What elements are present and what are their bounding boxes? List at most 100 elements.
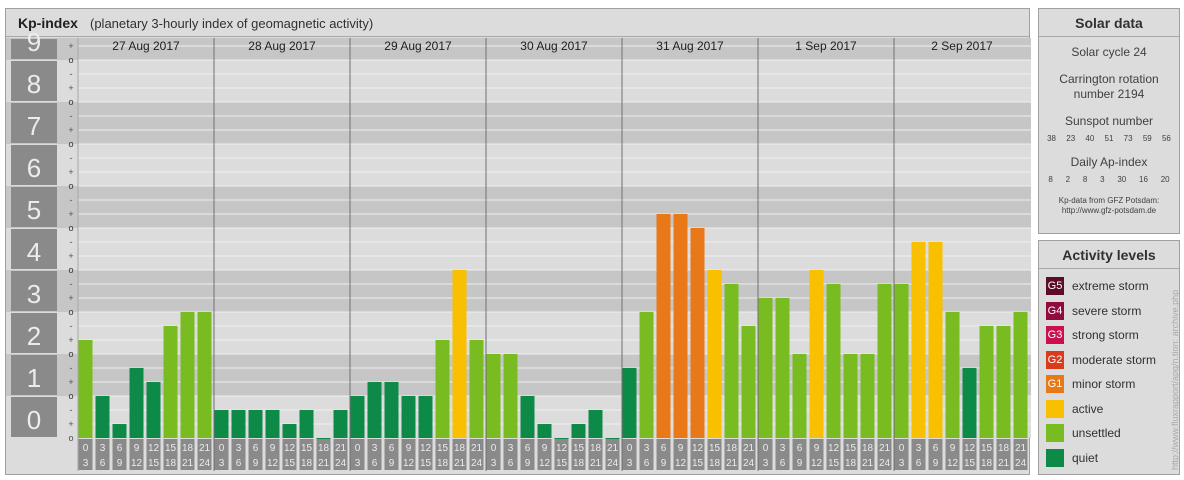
y-minor-tick-label: - [70, 69, 73, 79]
kp-bar [146, 382, 161, 438]
x-axis-box [452, 439, 467, 470]
legend-swatch: G4 [1046, 301, 1064, 320]
carrington-line-2: number 2194 [1073, 87, 1145, 101]
x-tick-label: 6 [916, 458, 922, 469]
y-tick-label: 8 [27, 69, 41, 99]
x-axis-box [724, 439, 739, 470]
x-axis-box [588, 439, 603, 470]
x-axis-box [911, 439, 926, 470]
kp-bar [996, 325, 1011, 438]
x-tick-label: 3 [100, 443, 106, 454]
x-tick-label: 3 [219, 458, 225, 469]
x-axis-box [741, 439, 756, 470]
x-tick-label: 15 [437, 443, 449, 454]
legend-swatch: G2 [1046, 350, 1064, 369]
kp-bar [520, 396, 535, 438]
data-credit-link[interactable]: http://www.gfz-potsdam.de [1061, 206, 1157, 215]
y-tick-label: 3 [27, 279, 41, 309]
kp-bar [418, 396, 433, 438]
y-minor-tick-label: - [70, 153, 73, 163]
x-tick-label: 18 [862, 443, 874, 454]
legend-label: active [1072, 401, 1104, 416]
y-minor-tick-label: o [68, 139, 73, 149]
y-tick-label: 0 [27, 405, 41, 435]
kp-bar [214, 409, 229, 438]
y-minor-tick-label: o [68, 349, 73, 359]
x-axis-box [979, 439, 994, 470]
x-tick-label: 3 [372, 443, 378, 454]
x-axis-box [384, 439, 399, 470]
x-axis-box [554, 439, 569, 470]
y-minor-tick-label: o [68, 391, 73, 401]
y-axis-box [11, 229, 57, 269]
x-tick-label: 6 [644, 458, 650, 469]
x-tick-label: 18 [573, 458, 585, 469]
x-tick-label: 3 [83, 458, 89, 469]
day-label: 30 Aug 2017 [520, 39, 588, 53]
x-tick-label: 24 [335, 458, 347, 469]
y-minor-tick-label: - [70, 321, 73, 331]
x-axis-box [435, 439, 450, 470]
x-axis-box [180, 439, 195, 470]
legend-item: unsettled [1046, 423, 1121, 443]
x-tick-label: 24 [199, 458, 211, 469]
y-axis-box [11, 61, 57, 101]
kp-bar [367, 382, 382, 438]
solar-data-panel: Solar data Solar cycle 24 Carrington rot… [1038, 8, 1180, 234]
kp-bar [282, 424, 297, 438]
x-tick-label: 21 [335, 443, 347, 454]
kp-bar [945, 312, 960, 438]
x-tick-label: 9 [814, 443, 820, 454]
kp-bar [894, 283, 909, 438]
y-minor-tick-label: o [68, 139, 73, 149]
kp-bar [775, 298, 790, 438]
x-tick-label: 12 [675, 458, 687, 469]
x-tick-label: 24 [1015, 458, 1027, 469]
kp-bar [163, 325, 178, 438]
sunspot-value: 40 [1085, 134, 1095, 143]
x-tick-label: 21 [471, 443, 483, 454]
chart-title-bar: Kp-index (planetary 3-hourly index of ge… [6, 9, 1029, 37]
x-axis-box [928, 439, 943, 470]
x-tick-label: 21 [607, 443, 619, 454]
kp-bar [809, 270, 824, 438]
solar-cycle: Solar cycle 24 [1071, 45, 1147, 59]
y-minor-tick-label: - [70, 279, 73, 289]
x-axis-box [486, 439, 501, 470]
solar-data-title: Solar data [1039, 9, 1179, 37]
kp-bar [384, 382, 399, 438]
x-tick-label: 12 [403, 458, 415, 469]
kp-bar [248, 409, 263, 438]
y-minor-tick-label: o [68, 433, 73, 443]
x-axis-box [418, 439, 433, 470]
y-minor-tick-label: - [70, 195, 73, 205]
legend-item: G3 strong storm [1046, 325, 1139, 345]
activity-levels-panel: Activity levels G5 extreme storm G4 severe … [1038, 240, 1180, 475]
x-tick-label: 15 [573, 443, 585, 454]
x-tick-label: 9 [678, 443, 684, 454]
x-tick-label: 21 [726, 458, 738, 469]
x-tick-label: 3 [763, 458, 769, 469]
y-tick-label: 7 [27, 111, 41, 141]
kp-bar [95, 396, 110, 438]
y-axis-box [11, 187, 57, 227]
x-tick-label: 12 [267, 458, 279, 469]
y-minor-tick-label: - [70, 237, 73, 247]
legend-swatch: G1 [1046, 375, 1064, 393]
y-tick-label: 5 [27, 195, 41, 225]
legend-label: minor storm [1072, 377, 1136, 391]
x-tick-label: 12 [828, 443, 840, 454]
x-axis-box [248, 439, 263, 470]
x-axis-box [945, 439, 960, 470]
sunspot-value: 73 [1123, 134, 1133, 143]
kp-bar [571, 424, 586, 438]
x-axis-box [282, 439, 297, 470]
kp-chart-panel: Kp-index (planetary 3-hourly index of ge… [5, 8, 1031, 475]
x-tick-label: 18 [709, 458, 721, 469]
x-axis-box [214, 439, 229, 470]
y-axis-box [11, 397, 57, 437]
kp-band [6, 38, 1031, 60]
x-axis-box [826, 439, 841, 470]
x-tick-label: 12 [964, 443, 976, 454]
x-tick-label: 15 [828, 458, 840, 469]
